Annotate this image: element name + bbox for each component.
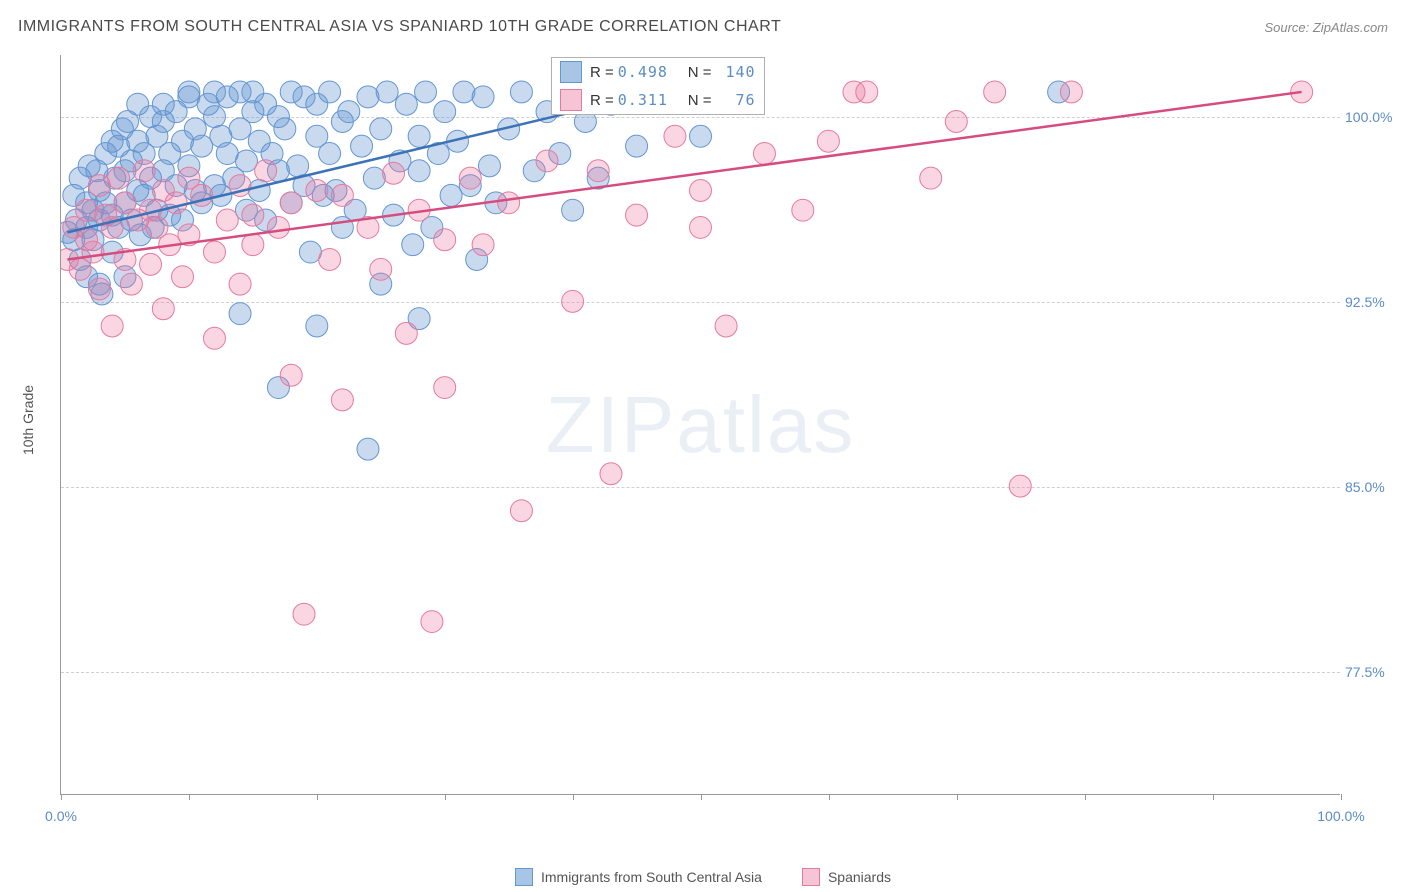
legend-label-1: Immigrants from South Central Asia: [541, 869, 762, 885]
n-value-2: 76: [716, 91, 756, 109]
x-tick: [445, 794, 446, 800]
x-tick-label: 100.0%: [1317, 808, 1364, 824]
chart-header: IMMIGRANTS FROM SOUTH CENTRAL ASIA VS SP…: [18, 18, 1388, 36]
y-tick-label: 92.5%: [1345, 294, 1400, 310]
legend-row-series2: R = 0.311 N = 76: [552, 86, 764, 114]
x-tick: [1341, 794, 1342, 800]
x-tick: [701, 794, 702, 800]
x-tick: [189, 794, 190, 800]
legend-swatch-series1: [560, 61, 582, 83]
legend-swatch-series2: [560, 89, 582, 111]
chart-title: IMMIGRANTS FROM SOUTH CENTRAL ASIA VS SP…: [18, 18, 781, 36]
legend-swatch-icon: [515, 868, 533, 886]
y-axis-label: 10th Grade: [20, 385, 36, 455]
legend-row-series1: R = 0.498 N = 140: [552, 58, 764, 86]
x-tick: [317, 794, 318, 800]
x-tick: [829, 794, 830, 800]
x-tick: [1085, 794, 1086, 800]
x-tick: [61, 794, 62, 800]
y-tick-label: 85.0%: [1345, 479, 1400, 495]
r-value-1: 0.498: [618, 63, 678, 81]
correlation-legend: R = 0.498 N = 140 R = 0.311 N = 76: [551, 57, 765, 115]
bottom-legend: Immigrants from South Central Asia Spani…: [0, 868, 1406, 886]
scatter-svg: [61, 55, 1340, 794]
legend-item-series1: Immigrants from South Central Asia: [515, 868, 762, 886]
legend-swatch-icon: [802, 868, 820, 886]
y-tick-label: 77.5%: [1345, 664, 1400, 680]
x-tick: [957, 794, 958, 800]
x-tick: [573, 794, 574, 800]
legend-label-2: Spaniards: [828, 869, 891, 885]
chart-plot-area: ZIPatlas R = 0.498 N = 140 R = 0.311 N =…: [60, 55, 1340, 795]
y-tick-label: 100.0%: [1345, 109, 1400, 125]
r-value-2: 0.311: [618, 91, 678, 109]
x-tick-label: 0.0%: [45, 808, 77, 824]
n-value-1: 140: [716, 63, 756, 81]
x-tick: [1213, 794, 1214, 800]
legend-item-series2: Spaniards: [802, 868, 891, 886]
source-label: Source: ZipAtlas.com: [1264, 20, 1388, 35]
